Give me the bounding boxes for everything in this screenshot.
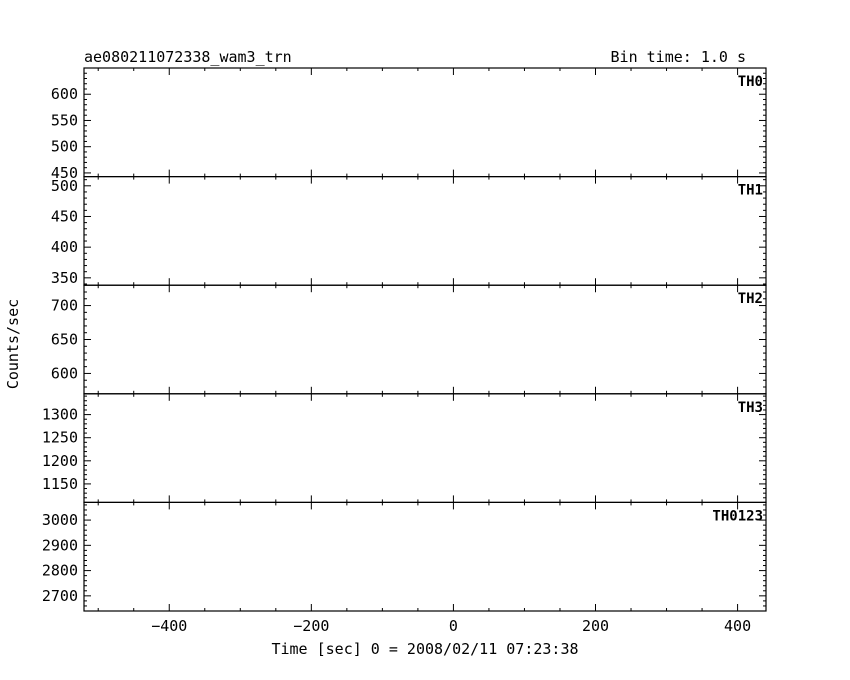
x-tick-label: 0 (449, 617, 458, 635)
y-tick-label: 550 (51, 111, 78, 129)
x-tick-label: −200 (293, 617, 329, 635)
y-tick-label: 3000 (42, 511, 78, 529)
x-axis: −400 −200 0 200 400 (151, 617, 751, 635)
x-tick-label: −400 (151, 617, 187, 635)
x-tick-label: 400 (724, 617, 751, 635)
panel-frame (83, 393, 767, 503)
y-tick-label: 600 (51, 85, 78, 103)
y-tick-label: 2800 (42, 562, 78, 580)
y-axis-label: Counts/sec (4, 299, 22, 389)
y-tick-label: 1200 (42, 452, 78, 470)
panel-label: TH2 (738, 291, 763, 307)
y-tick-label: 350 (51, 269, 78, 287)
panel-frame (83, 284, 767, 395)
panel-label: TH1 (738, 183, 763, 199)
panel-th1: 350 400 450 500 TH1 (51, 176, 767, 287)
panel-th3: 1150 1200 1250 1300 TH3 (42, 393, 767, 503)
y-tick-label: 500 (51, 177, 78, 195)
panel-th0: 450 500 550 600 TH0 (51, 67, 767, 182)
y-tick-label: 400 (51, 238, 78, 256)
y-tick-label: 1300 (42, 406, 78, 424)
panel-label: TH0 (738, 74, 763, 90)
panel-frame (83, 67, 767, 178)
panel-th2: 600 650 700 TH2 (51, 284, 767, 395)
chart-title: ae080211072338_wam3_trn (84, 48, 292, 66)
y-tick-label: 600 (51, 364, 78, 382)
y-tick-label: 450 (51, 164, 78, 182)
bin-time-label: Bin time: 1.0 s (611, 48, 746, 66)
y-tick-label: 500 (51, 138, 78, 156)
y-tick-label: 650 (51, 331, 78, 349)
y-tick-label: 700 (51, 297, 78, 315)
y-tick-label: 450 (51, 207, 78, 225)
panel-label: TH0123 (712, 508, 763, 524)
y-tick-label: 2700 (42, 587, 78, 605)
x-tick-label: 200 (582, 617, 609, 635)
panel-frame (83, 176, 767, 286)
panel-frame (83, 501, 767, 612)
y-tick-label: 1250 (42, 429, 78, 447)
panel-th0123: 2700 2800 2900 3000 TH0123 (42, 501, 767, 612)
x-axis-label: Time [sec] 0 = 2008/02/11 07:23:38 (271, 640, 578, 658)
y-tick-label: 2900 (42, 536, 78, 554)
panel-label: TH3 (738, 400, 763, 416)
y-tick-label: 1150 (42, 475, 78, 493)
